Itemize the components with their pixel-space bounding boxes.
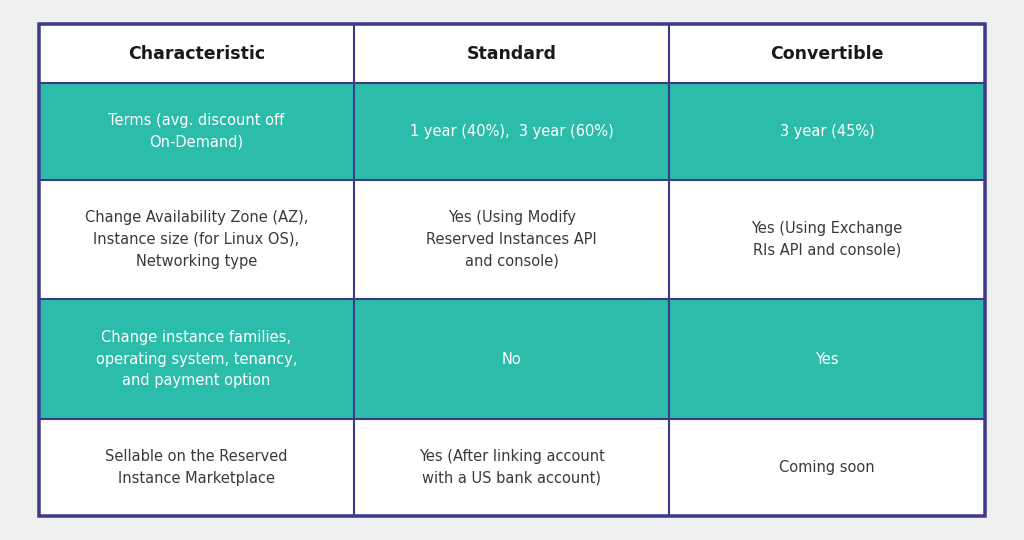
Bar (354, 83, 669, 180)
Bar (669, 299, 985, 419)
Text: Yes (Using Exchange
RIs API and console): Yes (Using Exchange RIs API and console) (752, 221, 903, 258)
Bar (39, 299, 354, 419)
Text: Change Availability Zone (AZ),
Instance size (for Linux OS),
Networking type: Change Availability Zone (AZ), Instance … (85, 211, 308, 268)
Text: Coming soon: Coming soon (779, 460, 874, 475)
Text: 3 year (45%): 3 year (45%) (779, 124, 874, 139)
Text: Sellable on the Reserved
Instance Marketplace: Sellable on the Reserved Instance Market… (105, 449, 288, 485)
Text: 1 year (40%),  3 year (60%): 1 year (40%), 3 year (60%) (410, 124, 613, 139)
Bar (39, 83, 354, 180)
Text: Change instance families,
operating system, tenancy,
and payment option: Change instance families, operating syst… (95, 330, 297, 388)
Bar (354, 299, 669, 419)
Bar (354, 180, 669, 299)
Bar (669, 24, 985, 83)
Bar (669, 83, 985, 180)
Text: No: No (502, 352, 521, 367)
Text: Convertible: Convertible (770, 45, 884, 63)
Text: Yes (After linking account
with a US bank account): Yes (After linking account with a US ban… (419, 449, 604, 485)
Text: Standard: Standard (467, 45, 556, 63)
Bar (39, 180, 354, 299)
Text: Yes (Using Modify
Reserved Instances API
and console): Yes (Using Modify Reserved Instances API… (426, 211, 597, 268)
Bar (354, 24, 669, 83)
Bar (669, 180, 985, 299)
Bar (39, 419, 354, 516)
Bar (39, 24, 354, 83)
Bar (354, 419, 669, 516)
Text: Terms (avg. discount off
On-Demand): Terms (avg. discount off On-Demand) (109, 113, 285, 150)
Text: Yes: Yes (815, 352, 839, 367)
Text: Characteristic: Characteristic (128, 45, 265, 63)
Bar (669, 419, 985, 516)
